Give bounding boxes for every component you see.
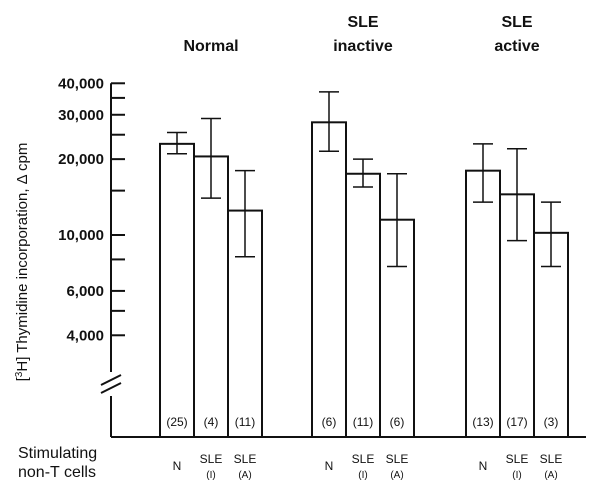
- y-tick-label: 10,000: [58, 227, 104, 244]
- category-sublabel: (I): [358, 470, 367, 481]
- sample-size-label: (3): [544, 415, 559, 429]
- category-sublabel: (I): [512, 470, 521, 481]
- axis-break-mark-1: [100, 374, 122, 386]
- sample-size-label: (4): [204, 415, 219, 429]
- group-title-line-2: active: [494, 38, 539, 55]
- y-tick-label: 30,000: [58, 107, 104, 124]
- category-label: N: [173, 459, 182, 473]
- sample-size-label: (11): [353, 415, 373, 429]
- bar: [311, 121, 347, 439]
- category-sublabel: (A): [238, 470, 251, 481]
- category-label: SLE: [352, 452, 375, 466]
- x-axis-label-line-2: non-T cells: [18, 464, 96, 481]
- bar: [345, 172, 381, 438]
- sample-size-label: (6): [322, 415, 337, 429]
- group-title-line-2: inactive: [333, 38, 393, 55]
- group-title: Normal: [183, 38, 238, 55]
- category-sublabel: (A): [544, 470, 557, 481]
- y-tick-label: 6,000: [66, 283, 104, 300]
- sample-size-label: (13): [472, 415, 493, 429]
- y-axis-label-sup: 3: [14, 371, 25, 377]
- category-label: SLE: [540, 452, 563, 466]
- axis-break-mark-2: [100, 382, 122, 394]
- sample-size-label: (11): [235, 415, 255, 429]
- category-label: SLE: [506, 452, 529, 466]
- group-title-line-1: SLE: [501, 14, 532, 31]
- category-label: N: [479, 459, 488, 473]
- category-label: SLE: [386, 452, 409, 466]
- y-axis-label-rest: H] Thymidine incorporation, Δ cpm: [14, 143, 31, 372]
- x-axis-label-line-1: Stimulating: [18, 445, 97, 462]
- bar: [465, 169, 501, 438]
- category-label: SLE: [200, 452, 223, 466]
- bar: [159, 142, 195, 439]
- category-label: N: [325, 459, 334, 473]
- plot-area: 40,000 30,000 20,000 10,000 6,000 4,000 Normal…: [58, 14, 586, 481]
- sample-size-label: (25): [166, 415, 187, 429]
- group-title-line-1: SLE: [347, 14, 378, 31]
- sample-size-label: (6): [390, 415, 405, 429]
- category-label: SLE: [234, 452, 257, 466]
- y-tick-label: 4,000: [66, 327, 104, 344]
- y-axis-label-open: [: [14, 376, 31, 381]
- y-tick-label: 40,000: [58, 75, 104, 92]
- y-axis-label: [3H] Thymidine incorporation, Δ cpm: [14, 143, 32, 382]
- category-sublabel: (I): [206, 470, 215, 481]
- y-tick-label: 20,000: [58, 151, 104, 168]
- bar: [379, 218, 415, 438]
- sample-size-label: (17): [506, 415, 527, 429]
- category-sublabel: (A): [390, 470, 403, 481]
